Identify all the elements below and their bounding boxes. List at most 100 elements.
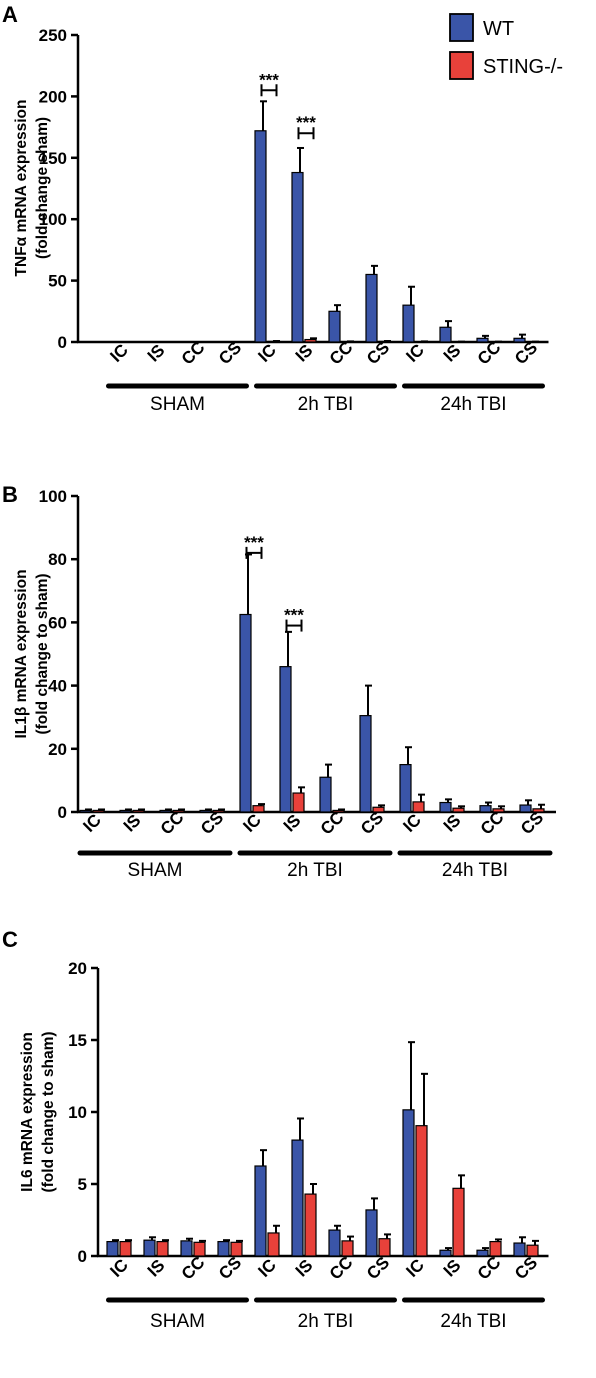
y-tick-label: 50 <box>48 272 67 291</box>
bar-wt-cc <box>476 337 489 343</box>
y-tick-label: 0 <box>78 1247 87 1266</box>
panel-letter: C <box>2 927 18 952</box>
y-tick-label: 60 <box>48 613 67 632</box>
legend-swatch <box>449 51 474 80</box>
panel-c: C IL6 mRNA expression (fold change to sham… <box>2 927 549 1332</box>
x-tick-label: IS <box>440 811 465 836</box>
bar-wt-ic <box>106 1240 119 1257</box>
bar-sting-ic <box>267 1232 280 1257</box>
bar-sting-is <box>304 338 317 343</box>
significance-label: *** <box>259 70 279 89</box>
bar-sting-cc <box>489 1240 502 1257</box>
bar-wt-cs <box>217 1240 230 1257</box>
y-tick-label: 0 <box>58 333 67 352</box>
bar-wt-cs <box>519 804 532 813</box>
bar-wt-ic <box>254 130 267 343</box>
bar-wt-ic <box>402 304 415 343</box>
x-tick-label: IS <box>292 1256 317 1281</box>
bar-wt-cs <box>513 337 526 343</box>
bar-wt-cc <box>328 310 341 343</box>
bar-sting-is <box>292 792 305 813</box>
y-tick-label: 100 <box>39 210 67 229</box>
bar-sting-is <box>452 807 465 813</box>
bar-wt-is <box>291 1139 304 1257</box>
significance-label: *** <box>284 606 304 625</box>
group-label: 2h TBI <box>298 394 354 415</box>
x-tick-label: IS <box>280 811 305 836</box>
x-tick-label: IC <box>254 340 279 365</box>
legend: WT STING-/- <box>449 13 563 80</box>
y-axis-label: IL6 mRNA expression <box>19 1032 36 1192</box>
x-tick-label: IS <box>440 1256 465 1281</box>
x-tick-label: CC <box>178 1253 209 1284</box>
bar-wt-cc <box>319 776 332 813</box>
bar-sting-ic <box>415 1125 428 1257</box>
x-tick-label: IC <box>254 1255 279 1280</box>
y-axis-label-units: (fold change to sham) <box>34 573 51 734</box>
y-tick-label: 5 <box>78 1175 87 1194</box>
bar-wt-cs <box>365 273 378 343</box>
x-tick-label: CS <box>363 1253 393 1283</box>
x-tick-label: IC <box>239 810 264 835</box>
bar-sting-cs <box>378 1238 391 1257</box>
bar-sting-ic <box>412 801 425 813</box>
bar-wt-is <box>439 801 452 813</box>
x-tick-label: IS <box>144 341 169 366</box>
bar-sting-ic <box>119 1240 132 1257</box>
bar-sting-ic <box>92 809 105 813</box>
y-axis-label: IL1β mRNA expression <box>13 569 30 738</box>
bar-wt-ic <box>399 763 412 813</box>
y-tick-label: 250 <box>39 26 67 45</box>
group-label: 2h TBI <box>298 1311 354 1332</box>
bar-sting-cc <box>193 1241 206 1257</box>
x-tick-label: IC <box>79 810 104 835</box>
bar-sting-is <box>452 1187 465 1257</box>
legend-label: WT <box>483 18 514 40</box>
bar-sting-cs <box>372 806 385 813</box>
bar-sting-is <box>156 1240 169 1257</box>
x-tick-label: IS <box>144 1256 169 1281</box>
bar-wt-cs <box>365 1209 378 1257</box>
x-tick-label: CS <box>215 1253 245 1283</box>
bar-sting-cs <box>532 808 545 813</box>
legend-swatch <box>449 13 474 42</box>
bar-sting-is <box>132 809 145 813</box>
bar-wt-is <box>143 1239 156 1257</box>
group-label: 24h TBI <box>442 860 508 881</box>
y-tick-label: 0 <box>58 803 67 822</box>
x-tick-label: IS <box>440 341 465 366</box>
x-tick-label: IC <box>106 340 131 365</box>
x-tick-label: CS <box>511 1253 541 1283</box>
x-tick-label: IC <box>402 340 427 365</box>
y-tick-label: 10 <box>68 1103 87 1122</box>
x-tick-label: IC <box>399 810 424 835</box>
bar-wt-cs <box>513 1242 526 1257</box>
bar-wt-is <box>439 326 452 343</box>
x-tick-label: IC <box>106 1255 131 1280</box>
y-axis-label-units: (fold change sham) <box>34 117 51 259</box>
bar-sting-cs <box>526 1244 539 1257</box>
bar-wt-is <box>291 171 304 343</box>
y-tick-label: 80 <box>48 550 67 569</box>
bar-wt-ic <box>239 613 252 813</box>
y-tick-label: 20 <box>48 740 67 759</box>
y-tick-label: 100 <box>39 487 67 506</box>
y-tick-label: 20 <box>68 959 87 978</box>
bar-wt-cs <box>359 715 372 813</box>
bar-wt-cc <box>328 1229 341 1257</box>
y-axis-label-units: (fold change to sham) <box>40 1031 57 1192</box>
bar-wt-ic <box>402 1109 415 1257</box>
x-tick-label: IC <box>402 1255 427 1280</box>
panel-letter: B <box>2 482 18 507</box>
x-tick-label: CC <box>474 1253 505 1284</box>
group-label: SHAM <box>128 860 183 881</box>
group-label: 24h TBI <box>440 1311 506 1332</box>
significance-label: *** <box>244 533 264 552</box>
x-tick-label: IS <box>292 341 317 366</box>
legend-label: STING-/- <box>483 56 563 78</box>
panel-letter: A <box>2 2 18 27</box>
group-label: 24h TBI <box>440 394 506 415</box>
bar-wt-is <box>439 1249 452 1257</box>
bar-sting-ic <box>252 805 265 813</box>
